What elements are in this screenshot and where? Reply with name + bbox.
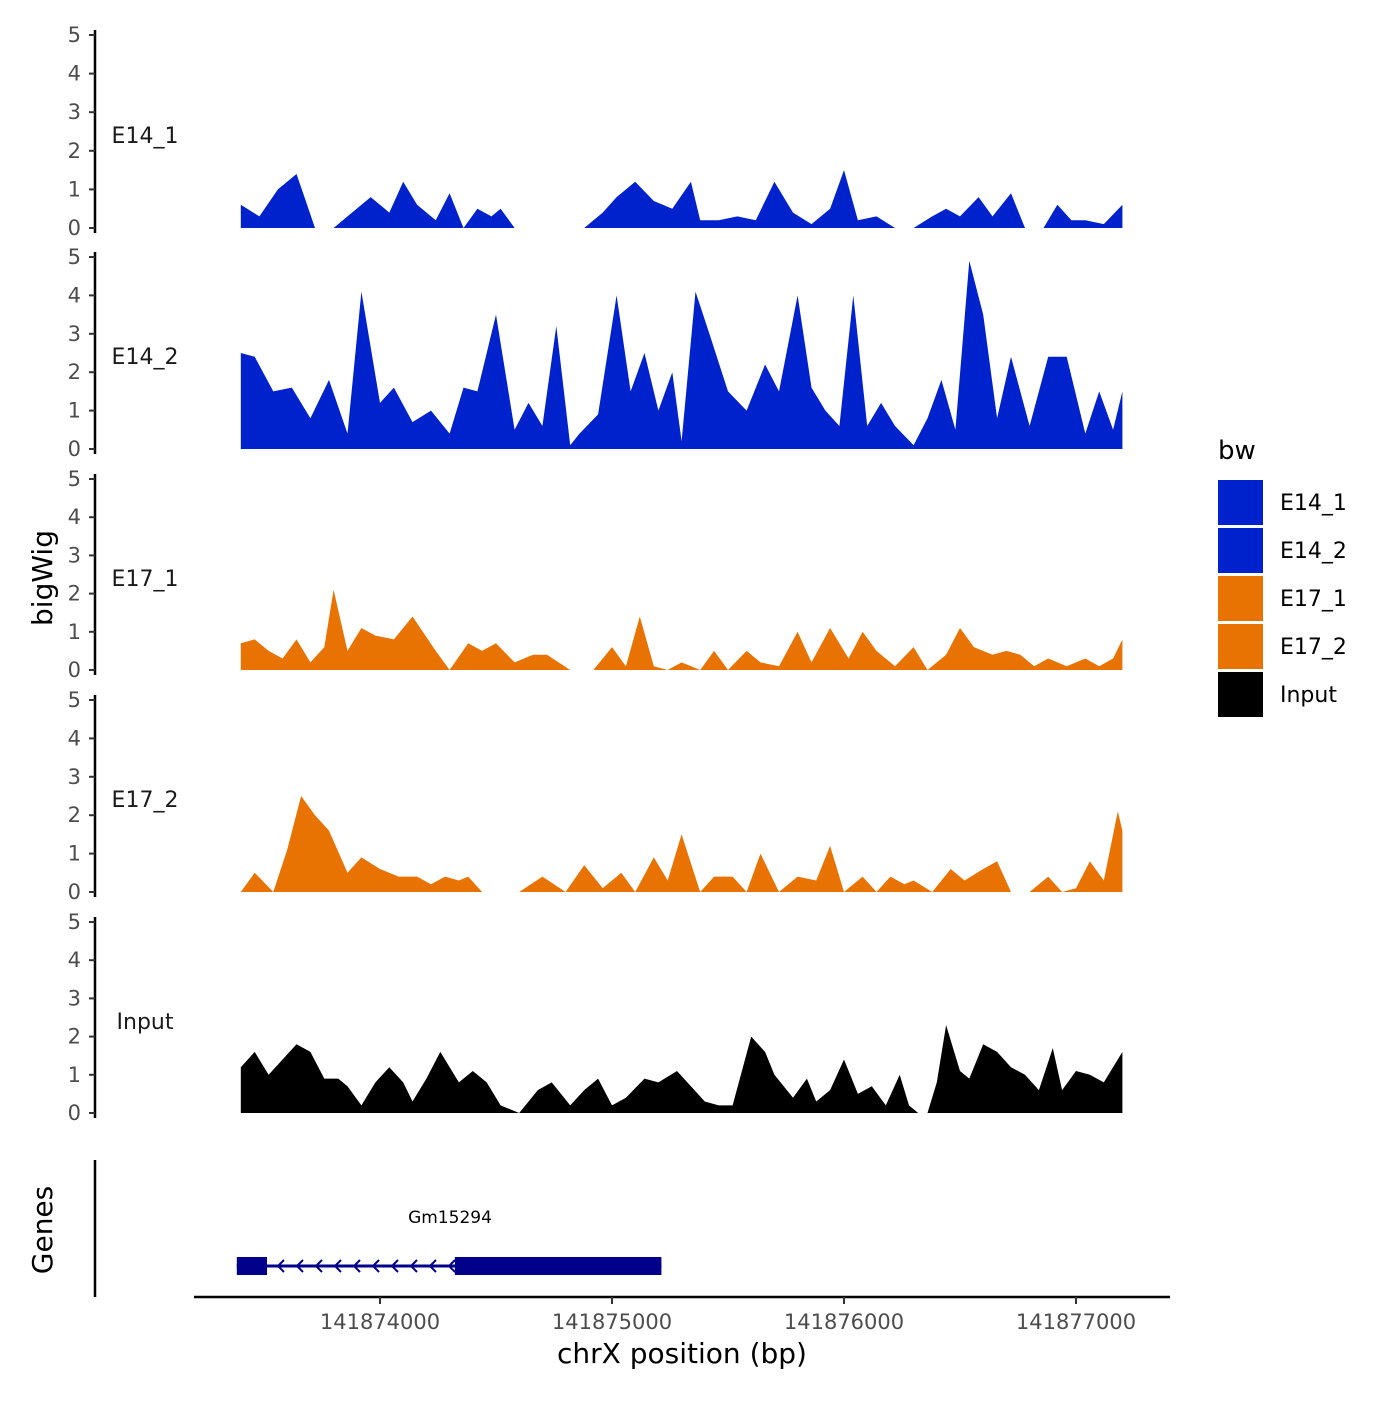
y-tick-label: 4 [68, 505, 81, 529]
y-axis-title: bigWig [26, 530, 59, 626]
legend-swatch [1218, 528, 1263, 573]
strand-arrow [447, 1259, 456, 1273]
y-tick-label: 0 [68, 1101, 81, 1125]
y-tick-label: 4 [68, 62, 81, 86]
genes-track: Gm15294 [93, 1160, 662, 1297]
y-tick-label: 0 [68, 216, 81, 240]
y-tick-label: 1 [68, 1063, 81, 1087]
coverage-area [240, 589, 1123, 670]
track-label: E14_1 [112, 124, 179, 149]
y-tick-label: 3 [68, 543, 81, 567]
y-tick-label: 1 [68, 399, 81, 423]
track-e17-1: 0 1 2 3 4 5 E17_1 [68, 467, 1123, 682]
track-label: E17_1 [112, 567, 179, 592]
x-tick-label: 141874000 [320, 1310, 440, 1334]
y-tick-label: 1 [68, 620, 81, 644]
strand-arrow [352, 1259, 361, 1273]
track-label: E17_2 [112, 788, 179, 813]
gene-gm15294: Gm15294 [236, 1208, 662, 1275]
y-tick-label: 2 [68, 582, 81, 606]
y-tick-label: 0 [68, 437, 81, 461]
legend-swatch [1218, 480, 1263, 525]
tracks-layer: 0 1 2 3 4 5 E14_1 0 1 2 3 4 5 E14_2 0 1 2 3 4 5 E17_1 0 1 2 3 4 5 E… [68, 23, 1123, 1125]
legend-swatch [1218, 576, 1263, 621]
strand-arrow [428, 1259, 437, 1273]
track-label: E14_2 [112, 345, 179, 370]
coverage-area [240, 170, 1123, 228]
y-tick-label: 2 [68, 139, 81, 163]
y-tick-label: 3 [68, 322, 81, 346]
y-tick-label: 3 [68, 765, 81, 789]
legend-label: E17_2 [1280, 635, 1347, 660]
legend-label: Input [1280, 683, 1337, 708]
legend-swatch [1218, 672, 1263, 717]
y-tick-label: 1 [68, 177, 81, 201]
strand-arrow [276, 1259, 285, 1273]
y-tick-label: 3 [68, 986, 81, 1010]
legend-swatch [1218, 624, 1263, 669]
coverage-area [240, 796, 1123, 892]
y-tick-label: 5 [68, 245, 81, 269]
gene-exon [236, 1257, 267, 1275]
strand-arrow [409, 1259, 418, 1273]
gene-exon [454, 1257, 662, 1275]
x-axis-title: chrX position (bp) [557, 1337, 807, 1370]
strand-arrow [371, 1259, 380, 1273]
strand-arrow [390, 1259, 399, 1273]
track-input: 0 1 2 3 4 5 Input [68, 910, 1123, 1125]
y-tick-label: 3 [68, 100, 81, 124]
track-label: Input [117, 1010, 174, 1035]
y-tick-label: 2 [68, 803, 81, 827]
y-tick-label: 1 [68, 842, 81, 866]
strand-arrow [295, 1259, 304, 1273]
track-e17-2: 0 1 2 3 4 5 E17_2 [68, 688, 1123, 904]
x-tick-label: 141875000 [552, 1310, 672, 1334]
legend-label: E14_2 [1280, 539, 1347, 564]
y-tick-label: 5 [68, 910, 81, 934]
y-tick-label: 4 [68, 948, 81, 972]
x-tick-label: 141877000 [1016, 1310, 1136, 1334]
genes-axis-title: Genes [26, 1186, 59, 1274]
strand-arrow [314, 1259, 323, 1273]
y-tick-label: 5 [68, 23, 81, 47]
legend-label: E17_1 [1280, 587, 1347, 612]
x-tick-label: 141876000 [784, 1310, 904, 1334]
y-tick-label: 5 [68, 688, 81, 712]
y-tick-label: 2 [68, 360, 81, 384]
y-tick-label: 4 [68, 726, 81, 750]
legend-title: bw [1218, 436, 1256, 466]
y-tick-label: 4 [68, 283, 81, 307]
track-e14-1: 0 1 2 3 4 5 E14_1 [68, 23, 1123, 240]
y-tick-label: 0 [68, 880, 81, 904]
legend: bw E14_1 E14_2 E17_1 E17_2 Input [1218, 436, 1347, 717]
y-tick-label: 2 [68, 1025, 81, 1049]
y-tick-label: 5 [68, 467, 81, 491]
coverage-area [240, 1025, 1123, 1113]
coverage-area [240, 260, 1123, 449]
x-axis: 141874000 141875000 141876000 141877000 [194, 1295, 1170, 1334]
gene-label: Gm15294 [408, 1208, 492, 1228]
legend-label: E14_1 [1280, 491, 1347, 516]
strand-arrow [333, 1259, 342, 1273]
y-tick-label: 0 [68, 658, 81, 682]
track-e14-2: 0 1 2 3 4 5 E14_2 [68, 245, 1123, 461]
